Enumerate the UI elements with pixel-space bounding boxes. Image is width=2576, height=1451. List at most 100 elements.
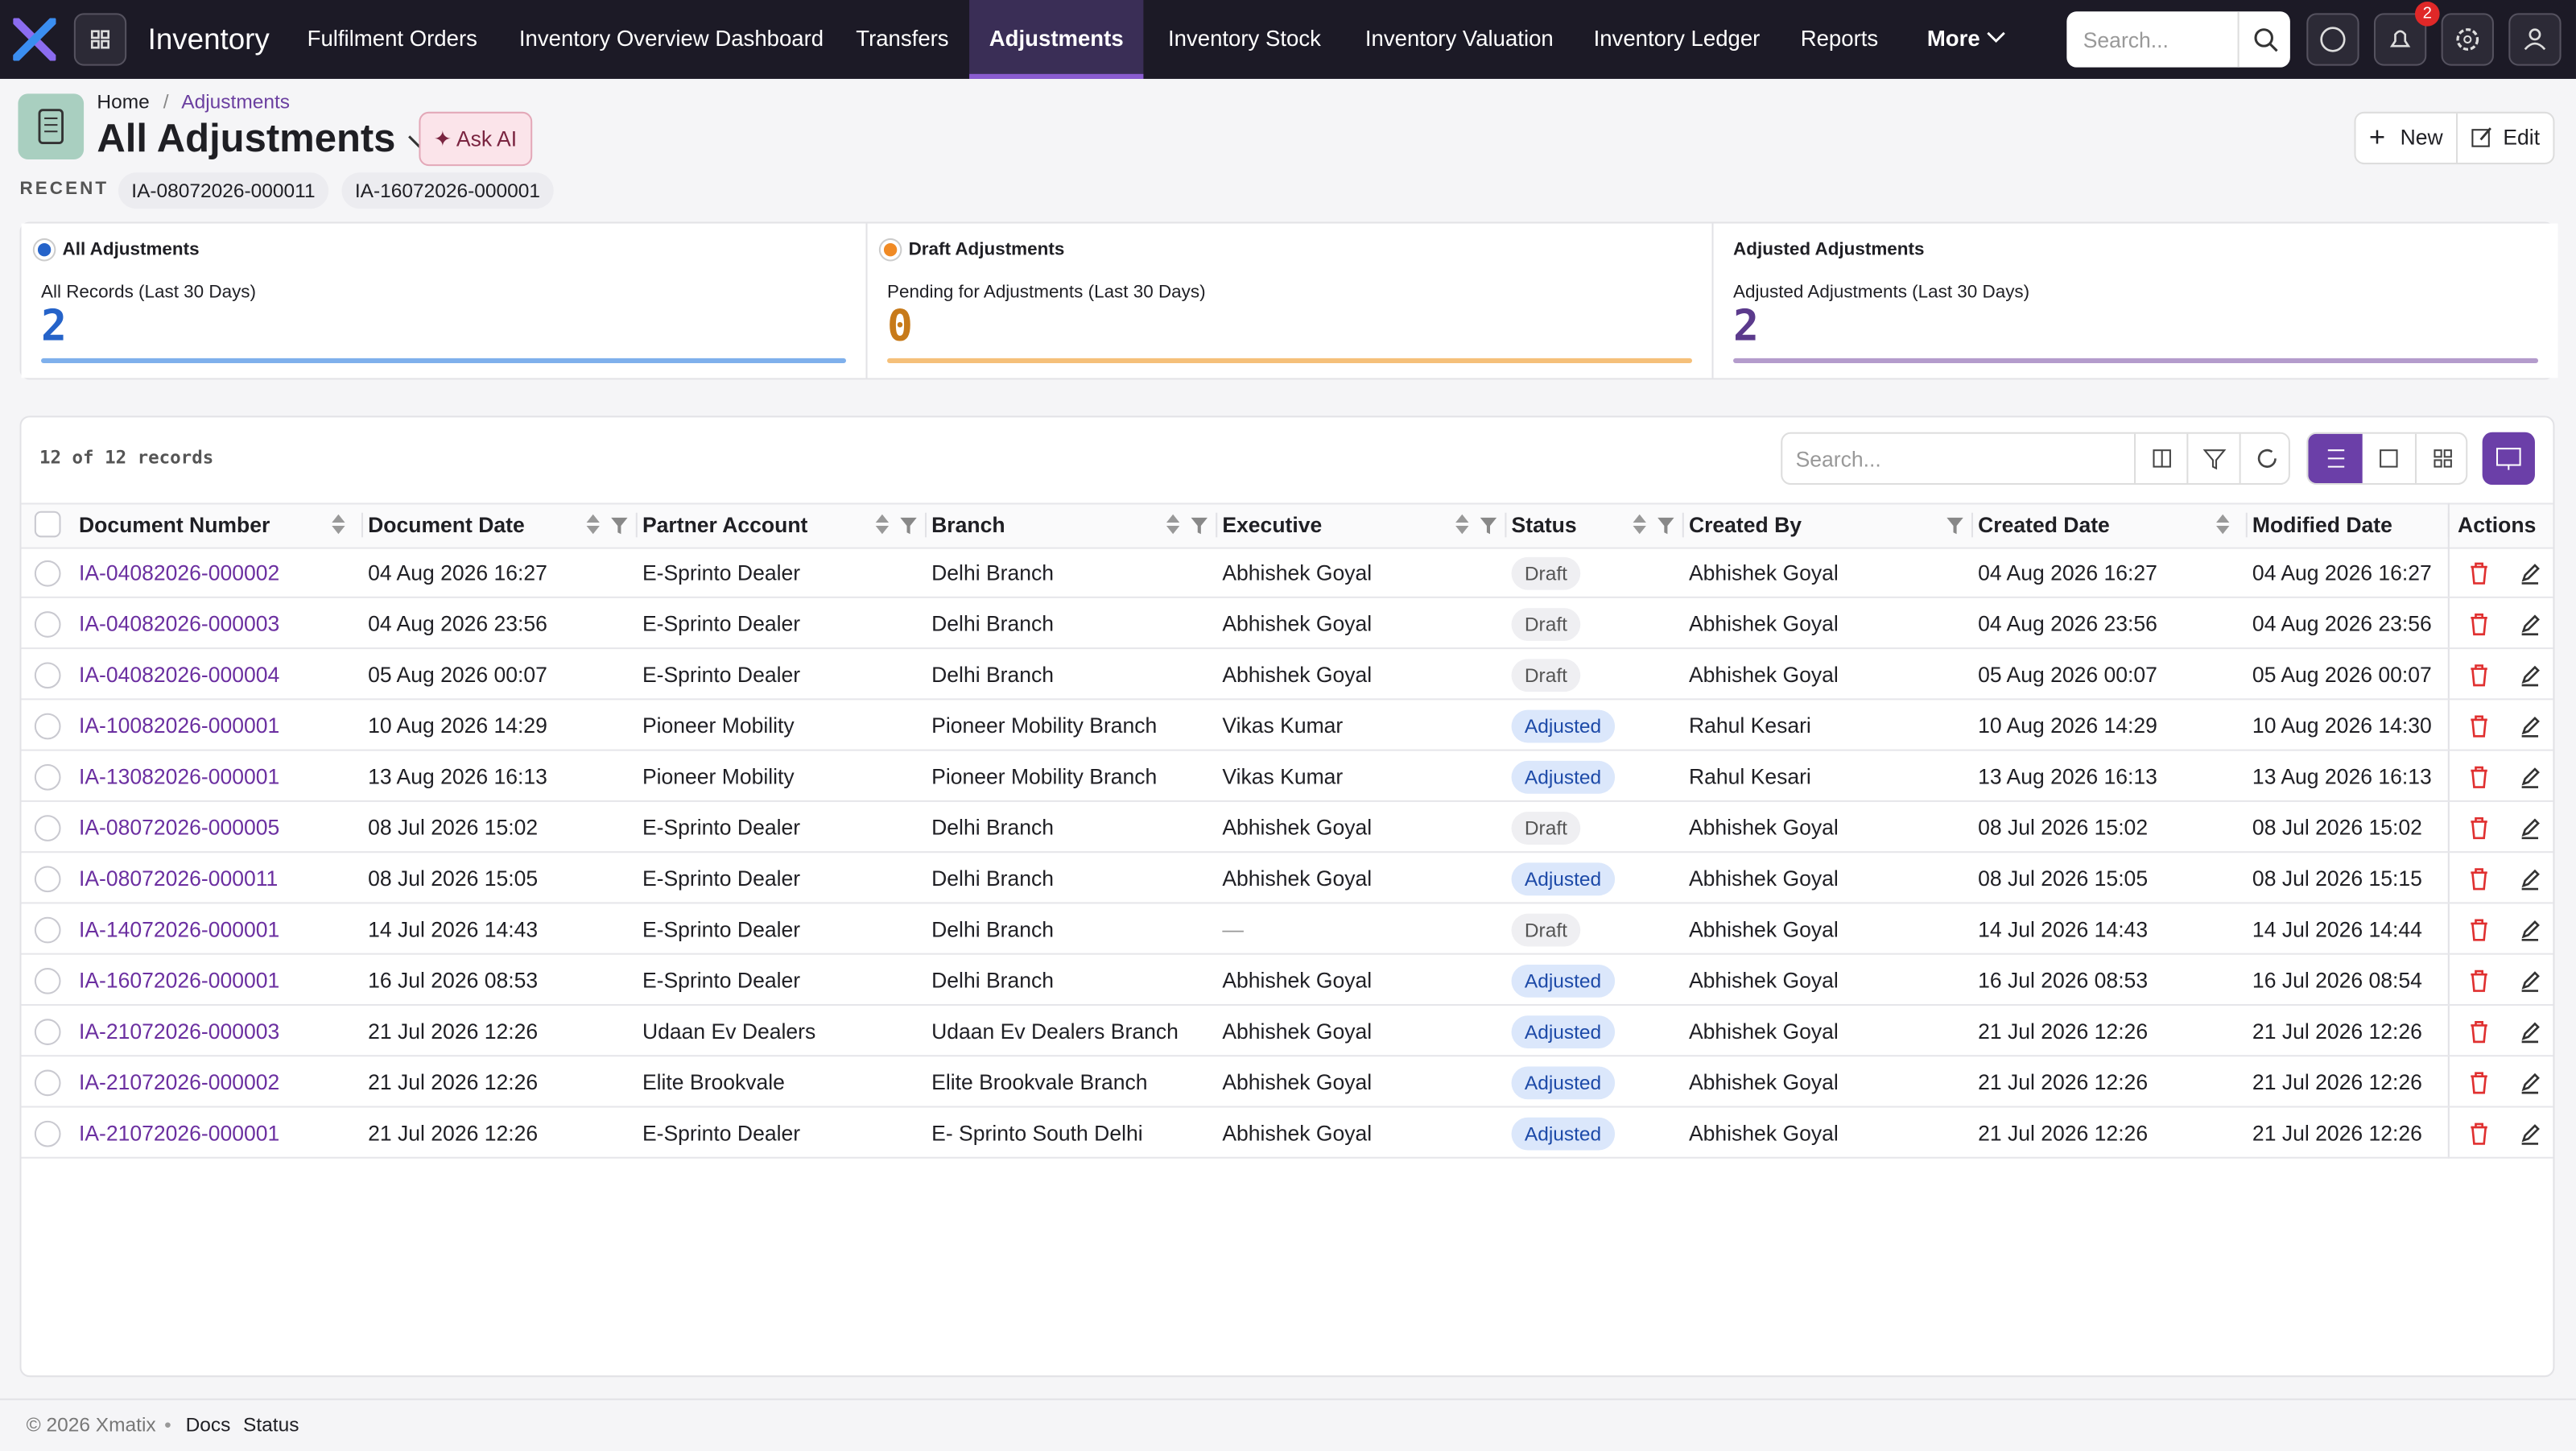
- delete-button[interactable]: [2469, 868, 2488, 891]
- column-header[interactable]: Executive: [1222, 512, 1323, 538]
- row-checkbox[interactable]: [34, 1120, 61, 1147]
- summary-card[interactable]: All Adjustments All Records (Last 30 Days…: [21, 223, 868, 378]
- edit-row-button[interactable]: [2520, 715, 2540, 738]
- table-row[interactable]: [21, 802, 2553, 854]
- table-row[interactable]: [21, 548, 2553, 598]
- delete-button[interactable]: [2469, 663, 2488, 687]
- document-link[interactable]: IA-21072026-000002: [78, 1069, 280, 1095]
- select-all[interactable]: [34, 511, 61, 538]
- table-row[interactable]: [21, 1056, 2553, 1108]
- ask-ai-button[interactable]: ✦ Ask AI: [419, 111, 532, 167]
- document-link[interactable]: IA-04082026-000003: [78, 611, 280, 636]
- document-link[interactable]: IA-21072026-000003: [78, 1019, 280, 1044]
- edit-row-button[interactable]: [2520, 969, 2540, 993]
- document-link[interactable]: IA-10082026-000001: [78, 713, 280, 738]
- document-link[interactable]: IA-08072026-000005: [78, 815, 280, 840]
- column-header[interactable]: Branch: [931, 512, 1005, 538]
- search-button[interactable]: [2237, 11, 2292, 68]
- column-header[interactable]: Modified Date: [2252, 512, 2392, 538]
- filter-icon[interactable]: [1656, 515, 1675, 538]
- document-link[interactable]: IA-13082026-000001: [78, 763, 280, 789]
- status-link[interactable]: Status: [243, 1413, 299, 1437]
- edit-row-button[interactable]: [2520, 919, 2540, 942]
- table-row[interactable]: [21, 955, 2553, 1006]
- nav-item[interactable]: Fulfilment Orders: [307, 26, 477, 52]
- document-link[interactable]: IA-14072026-000001: [78, 916, 280, 942]
- list-view[interactable]: [2308, 433, 2363, 483]
- delete-button[interactable]: [2469, 816, 2488, 840]
- document-link[interactable]: IA-04082026-000004: [78, 662, 280, 688]
- document-link[interactable]: IA-04082026-000002: [78, 560, 280, 585]
- nav-item[interactable]: Inventory Overview Dashboard: [518, 26, 824, 52]
- row-checkbox[interactable]: [34, 866, 61, 893]
- table-row[interactable]: [21, 853, 2553, 904]
- recent-chip[interactable]: IA-08072026-000011: [118, 172, 328, 209]
- row-checkbox[interactable]: [34, 1069, 61, 1097]
- document-link[interactable]: IA-16072026-000001: [78, 968, 280, 993]
- delete-button[interactable]: [2469, 766, 2488, 789]
- page-title[interactable]: All Adjustments: [97, 117, 432, 163]
- column-header[interactable]: Status: [1511, 512, 1577, 538]
- sort-icon[interactable]: [1163, 513, 1183, 536]
- column-header[interactable]: Partner Account: [642, 512, 808, 538]
- row-checkbox[interactable]: [34, 968, 61, 994]
- breadcrumb-home[interactable]: Home: [97, 90, 150, 114]
- column-header[interactable]: Document Number: [78, 512, 270, 538]
- sort-icon[interactable]: [583, 513, 602, 536]
- sort-icon[interactable]: [1452, 513, 1472, 536]
- filter-icon[interactable]: [1479, 515, 1498, 538]
- table-row[interactable]: [21, 700, 2553, 751]
- column-header[interactable]: Created By: [1688, 512, 1802, 538]
- edit-row-button[interactable]: [2520, 766, 2540, 789]
- filter-icon[interactable]: [898, 515, 918, 538]
- row-checkbox[interactable]: [34, 763, 61, 791]
- sort-icon[interactable]: [873, 513, 892, 536]
- table-row[interactable]: [21, 598, 2553, 650]
- nav-item[interactable]: Reports: [1800, 26, 1879, 52]
- apps-button[interactable]: [73, 13, 127, 66]
- column-header[interactable]: Created Date: [1978, 512, 2110, 538]
- row-checkbox[interactable]: [34, 815, 61, 841]
- grid-view[interactable]: [2414, 433, 2466, 483]
- delete-button[interactable]: [2469, 1020, 2488, 1044]
- row-checkbox[interactable]: [34, 713, 61, 740]
- document-link[interactable]: IA-21072026-000001: [78, 1120, 280, 1146]
- present-button[interactable]: [2482, 432, 2535, 486]
- edit-row-button[interactable]: [2520, 562, 2540, 585]
- edit-row-button[interactable]: [2520, 868, 2540, 891]
- summary-card[interactable]: Adjusted Adjustments Adjusted Adjustments…: [1713, 223, 2558, 378]
- edit-row-button[interactable]: [2520, 1072, 2540, 1095]
- table-row[interactable]: [21, 1006, 2553, 1057]
- filter-icon[interactable]: [609, 515, 629, 538]
- table-row[interactable]: [21, 1107, 2553, 1159]
- delete-button[interactable]: [2469, 613, 2488, 636]
- row-checkbox[interactable]: [34, 916, 61, 944]
- delete-button[interactable]: [2469, 1122, 2488, 1146]
- edit-row-button[interactable]: [2520, 663, 2540, 687]
- filter-button[interactable]: [2186, 433, 2240, 483]
- logo[interactable]: [13, 18, 56, 61]
- recent-chip[interactable]: IA-16072026-000001: [341, 172, 554, 209]
- filter-icon[interactable]: [1190, 515, 1209, 538]
- row-checkbox[interactable]: [34, 560, 61, 587]
- delete-button[interactable]: [2469, 919, 2488, 942]
- more-menu[interactable]: More: [1927, 0, 2006, 79]
- document-link[interactable]: IA-08072026-000011: [78, 866, 279, 891]
- chat-button[interactable]: [2306, 13, 2359, 66]
- sort-icon[interactable]: [2213, 513, 2232, 536]
- edit-row-button[interactable]: [2520, 816, 2540, 840]
- refresh-button[interactable]: [2239, 433, 2293, 483]
- nav-item[interactable]: Transfers: [856, 26, 949, 52]
- column-header[interactable]: Actions: [2458, 512, 2537, 538]
- columns-button[interactable]: [2133, 433, 2188, 483]
- edit-row-button[interactable]: [2520, 1020, 2540, 1044]
- row-checkbox[interactable]: [34, 662, 61, 689]
- sort-icon[interactable]: [328, 513, 348, 536]
- settings-button[interactable]: [2441, 13, 2494, 66]
- nav-item[interactable]: Inventory Ledger: [1593, 26, 1761, 52]
- edit-row-button[interactable]: [2520, 613, 2540, 636]
- filter-icon[interactable]: [1945, 515, 1964, 538]
- breadcrumb-current[interactable]: Adjustments: [181, 90, 291, 114]
- sort-icon[interactable]: [1629, 513, 1649, 536]
- delete-button[interactable]: [2469, 562, 2488, 585]
